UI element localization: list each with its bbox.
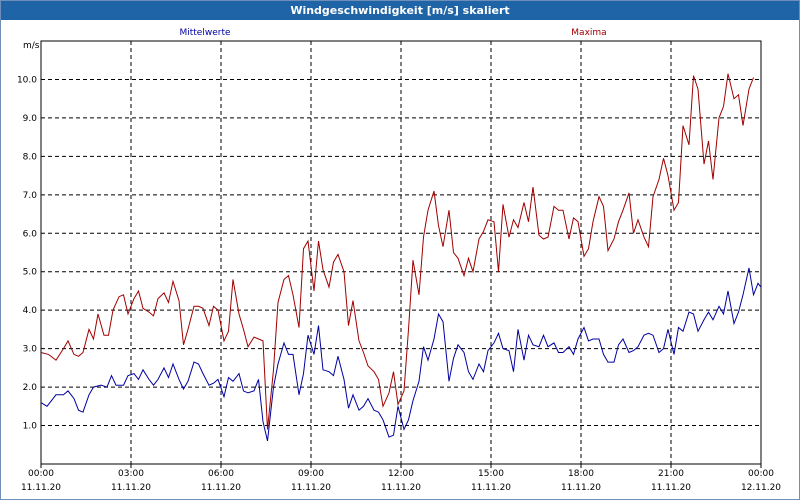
x-tick-time: 00:00 [748,469,774,479]
x-tick-date: 11.11.20 [651,483,691,493]
legend-maxima: Maxima [571,28,606,38]
y-tick-label: 2.0 [23,383,38,393]
x-tick-time: 21:00 [658,469,684,479]
series-line-maxima [41,73,754,430]
y-tick-label: 5.0 [23,268,38,278]
x-tick-date: 11.11.20 [561,483,601,493]
y-tick-label: 8.0 [23,152,38,162]
x-tick-date: 11.11.20 [381,483,421,493]
y-axis-label: m/s [23,41,40,51]
x-tick-date: 12.11.20 [741,483,781,493]
x-tick-time: 12:00 [388,469,414,479]
x-tick-date: 11.11.20 [291,483,331,493]
x-tick-date: 11.11.20 [21,483,61,493]
legend-mittelwerte: Mittelwerte [179,28,230,38]
x-tick-time: 09:00 [298,469,324,479]
x-tick-time: 03:00 [118,469,144,479]
x-tick-date: 11.11.20 [111,483,151,493]
x-tick-date: 11.11.20 [471,483,511,493]
x-tick-time: 15:00 [478,469,504,479]
x-tick-time: 00:00 [28,469,54,479]
y-tick-label: 4.0 [23,306,38,316]
y-tick-label: 9.0 [23,114,38,124]
x-tick-time: 18:00 [568,469,594,479]
y-tick-label: 7.0 [23,191,38,201]
series-line-mittelwerte [41,267,761,442]
window-title: Windgeschwindigkeit [m/s] skaliert [1,1,799,20]
x-tick-date: 11.11.20 [201,483,241,493]
y-tick-label: 6.0 [23,229,38,239]
chart-svg: 1.0 2.0 3.0 4.0 5.0 6.0 7.0 8.0 9.0 10.0 00:00 11.… [17,28,781,493]
y-tick-label: 10.0 [17,75,37,85]
y-tick-label: 3.0 [23,345,38,355]
x-tick-time: 06:00 [208,469,234,479]
y-tick-label: 1.0 [23,422,38,432]
